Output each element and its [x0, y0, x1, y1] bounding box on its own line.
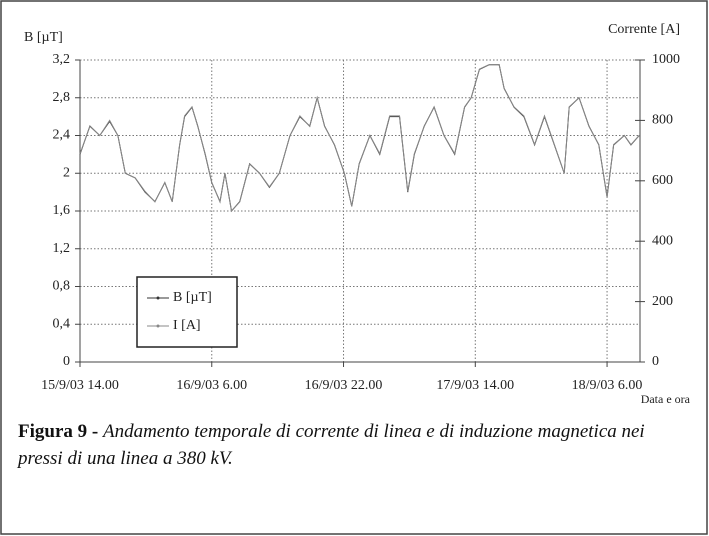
- series-line: [79, 64, 640, 213]
- y-tick-label: 2,4: [53, 128, 71, 143]
- y-tick-label: 1,2: [53, 241, 71, 256]
- caption-label: Figura 9 -: [18, 421, 99, 442]
- series-line: [79, 64, 640, 213]
- y2-tick-label: 0: [652, 354, 659, 369]
- y2-tick-label: 400: [652, 233, 673, 248]
- caption-text: Andamento temporale di corrente di linea…: [18, 421, 645, 469]
- y-tick-label: 2,8: [53, 90, 71, 105]
- y2-axis-label: Corrente [A]: [608, 22, 680, 37]
- x-axis-label: Data e ora: [641, 392, 691, 406]
- x-tick-label: 18/9/03 6.00: [572, 378, 643, 393]
- legend-box: [136, 276, 238, 348]
- x-tick-label: 16/9/03 6.00: [176, 378, 247, 393]
- y2-tick-label: 200: [652, 294, 673, 309]
- y-tick-label: 1,6: [53, 203, 71, 218]
- x-tick-label: 16/9/03 22.00: [305, 378, 383, 393]
- y-tick-label: 3,2: [53, 52, 71, 67]
- legend-marker: [156, 296, 160, 300]
- y-tick-label: 0: [63, 354, 70, 369]
- legend-label: B [µT]: [173, 290, 212, 305]
- legend-label: I [A]: [173, 318, 201, 333]
- y2-tick-label: 600: [652, 173, 673, 188]
- legend-marker: [156, 324, 160, 328]
- x-tick-label: 15/9/03 14.00: [41, 378, 119, 393]
- y2-tick-label: 1000: [652, 52, 680, 67]
- y-tick-label: 0,4: [53, 316, 71, 331]
- y-axis-label: B [µT]: [24, 30, 63, 45]
- x-tick-label: 17/9/03 14.00: [436, 378, 514, 393]
- y-tick-label: 0,8: [53, 279, 71, 294]
- caption: Figura 9 - Andamento temporale di corren…: [18, 418, 688, 472]
- y-tick-label: 2: [63, 165, 70, 180]
- y2-tick-label: 800: [652, 113, 673, 128]
